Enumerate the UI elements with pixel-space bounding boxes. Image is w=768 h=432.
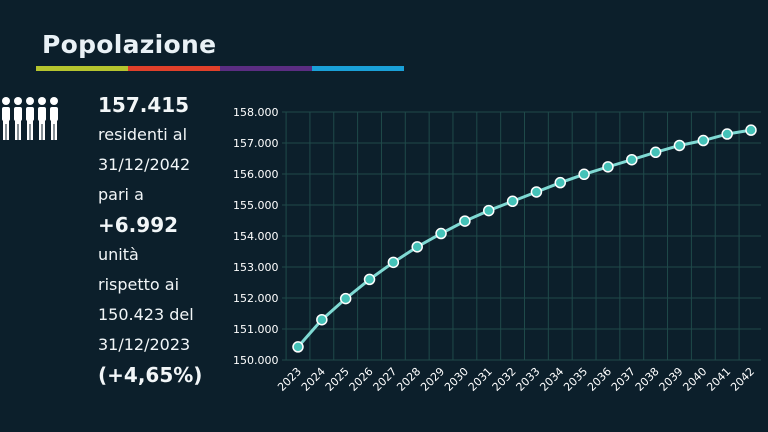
data-point — [435, 227, 447, 240]
accent-segment-green — [36, 66, 128, 71]
x-tick-label: 2027 — [370, 365, 399, 394]
x-tick-label: 2042 — [728, 365, 757, 394]
x-tick-label: 2026 — [347, 365, 376, 394]
x-tick-label: 2037 — [609, 365, 638, 394]
data-point — [506, 195, 519, 208]
x-tick-label: 2035 — [561, 365, 590, 394]
y-tick-label: 158.000 — [233, 106, 279, 119]
resident-count: 157.415 — [98, 93, 190, 117]
data-point — [339, 292, 352, 305]
population-line-chart: 150.000 151.000 152.000 153.000 154.000 155.0… — [233, 106, 761, 394]
x-tick-label: 2025 — [323, 365, 352, 394]
x-tick-label: 2036 — [585, 365, 614, 394]
x-tick-label: 2023 — [275, 365, 304, 394]
summary-text-4: rispetto ai — [98, 275, 180, 294]
page-title: Popolazione — [42, 30, 217, 59]
data-point — [649, 146, 662, 159]
y-tick-label: 154.000 — [233, 230, 279, 243]
accent-color-bar — [36, 66, 404, 71]
summary-text-3: unità — [98, 245, 139, 264]
data-point — [721, 128, 733, 140]
x-tick-label: 2032 — [490, 365, 519, 394]
y-tick-label: 153.000 — [233, 261, 279, 274]
data-point — [459, 215, 471, 227]
data-point — [363, 273, 376, 286]
data-point — [673, 139, 686, 152]
data-point — [411, 241, 423, 253]
summary-text-2: pari a — [98, 185, 144, 204]
people-icon — [0, 96, 60, 148]
y-tick-label: 150.000 — [233, 354, 279, 367]
x-tick-label: 2033 — [514, 365, 543, 394]
y-tick-label: 157.000 — [233, 137, 279, 150]
data-point — [578, 168, 590, 181]
summary-date-end: 31/12/2042 — [98, 155, 191, 174]
x-tick-label: 2031 — [466, 365, 495, 394]
x-tick-label: 2030 — [442, 365, 471, 394]
data-point — [292, 341, 304, 353]
x-tick-label: 2034 — [537, 365, 566, 394]
y-tick-label: 156.000 — [233, 168, 279, 181]
data-point — [554, 176, 567, 189]
data-point — [316, 313, 328, 326]
accent-segment-blue — [312, 66, 404, 71]
y-tick-label: 155.000 — [233, 199, 279, 212]
x-tick-label: 2040 — [680, 365, 709, 394]
accent-segment-purple — [220, 66, 312, 71]
data-point — [387, 256, 400, 269]
percent-change: (+4,65%) — [98, 363, 203, 387]
population-summary: 157.415 residenti al 31/12/2042 pari a +… — [98, 90, 228, 390]
summary-text-1: residenti al — [98, 125, 188, 144]
x-tick-label: 2029 — [418, 365, 447, 394]
x-tick-label: 2024 — [299, 365, 328, 394]
x-tick-label: 2039 — [657, 365, 686, 394]
data-point — [530, 186, 543, 198]
x-tick-label: 2038 — [633, 365, 662, 394]
summary-date-start: 31/12/2023 — [98, 335, 191, 354]
x-tick-label: 2041 — [704, 365, 733, 394]
accent-segment-red — [128, 66, 220, 71]
data-point — [602, 161, 614, 173]
data-point — [745, 124, 757, 136]
summary-base-value: 150.423 del — [98, 305, 194, 324]
delta-value: +6.992 — [98, 213, 179, 237]
data-point — [626, 153, 638, 166]
data-point — [482, 204, 495, 217]
x-tick-label: 2028 — [394, 365, 423, 394]
y-tick-label: 151.000 — [233, 323, 279, 336]
y-tick-label: 152.000 — [233, 292, 279, 305]
data-point — [697, 134, 710, 147]
